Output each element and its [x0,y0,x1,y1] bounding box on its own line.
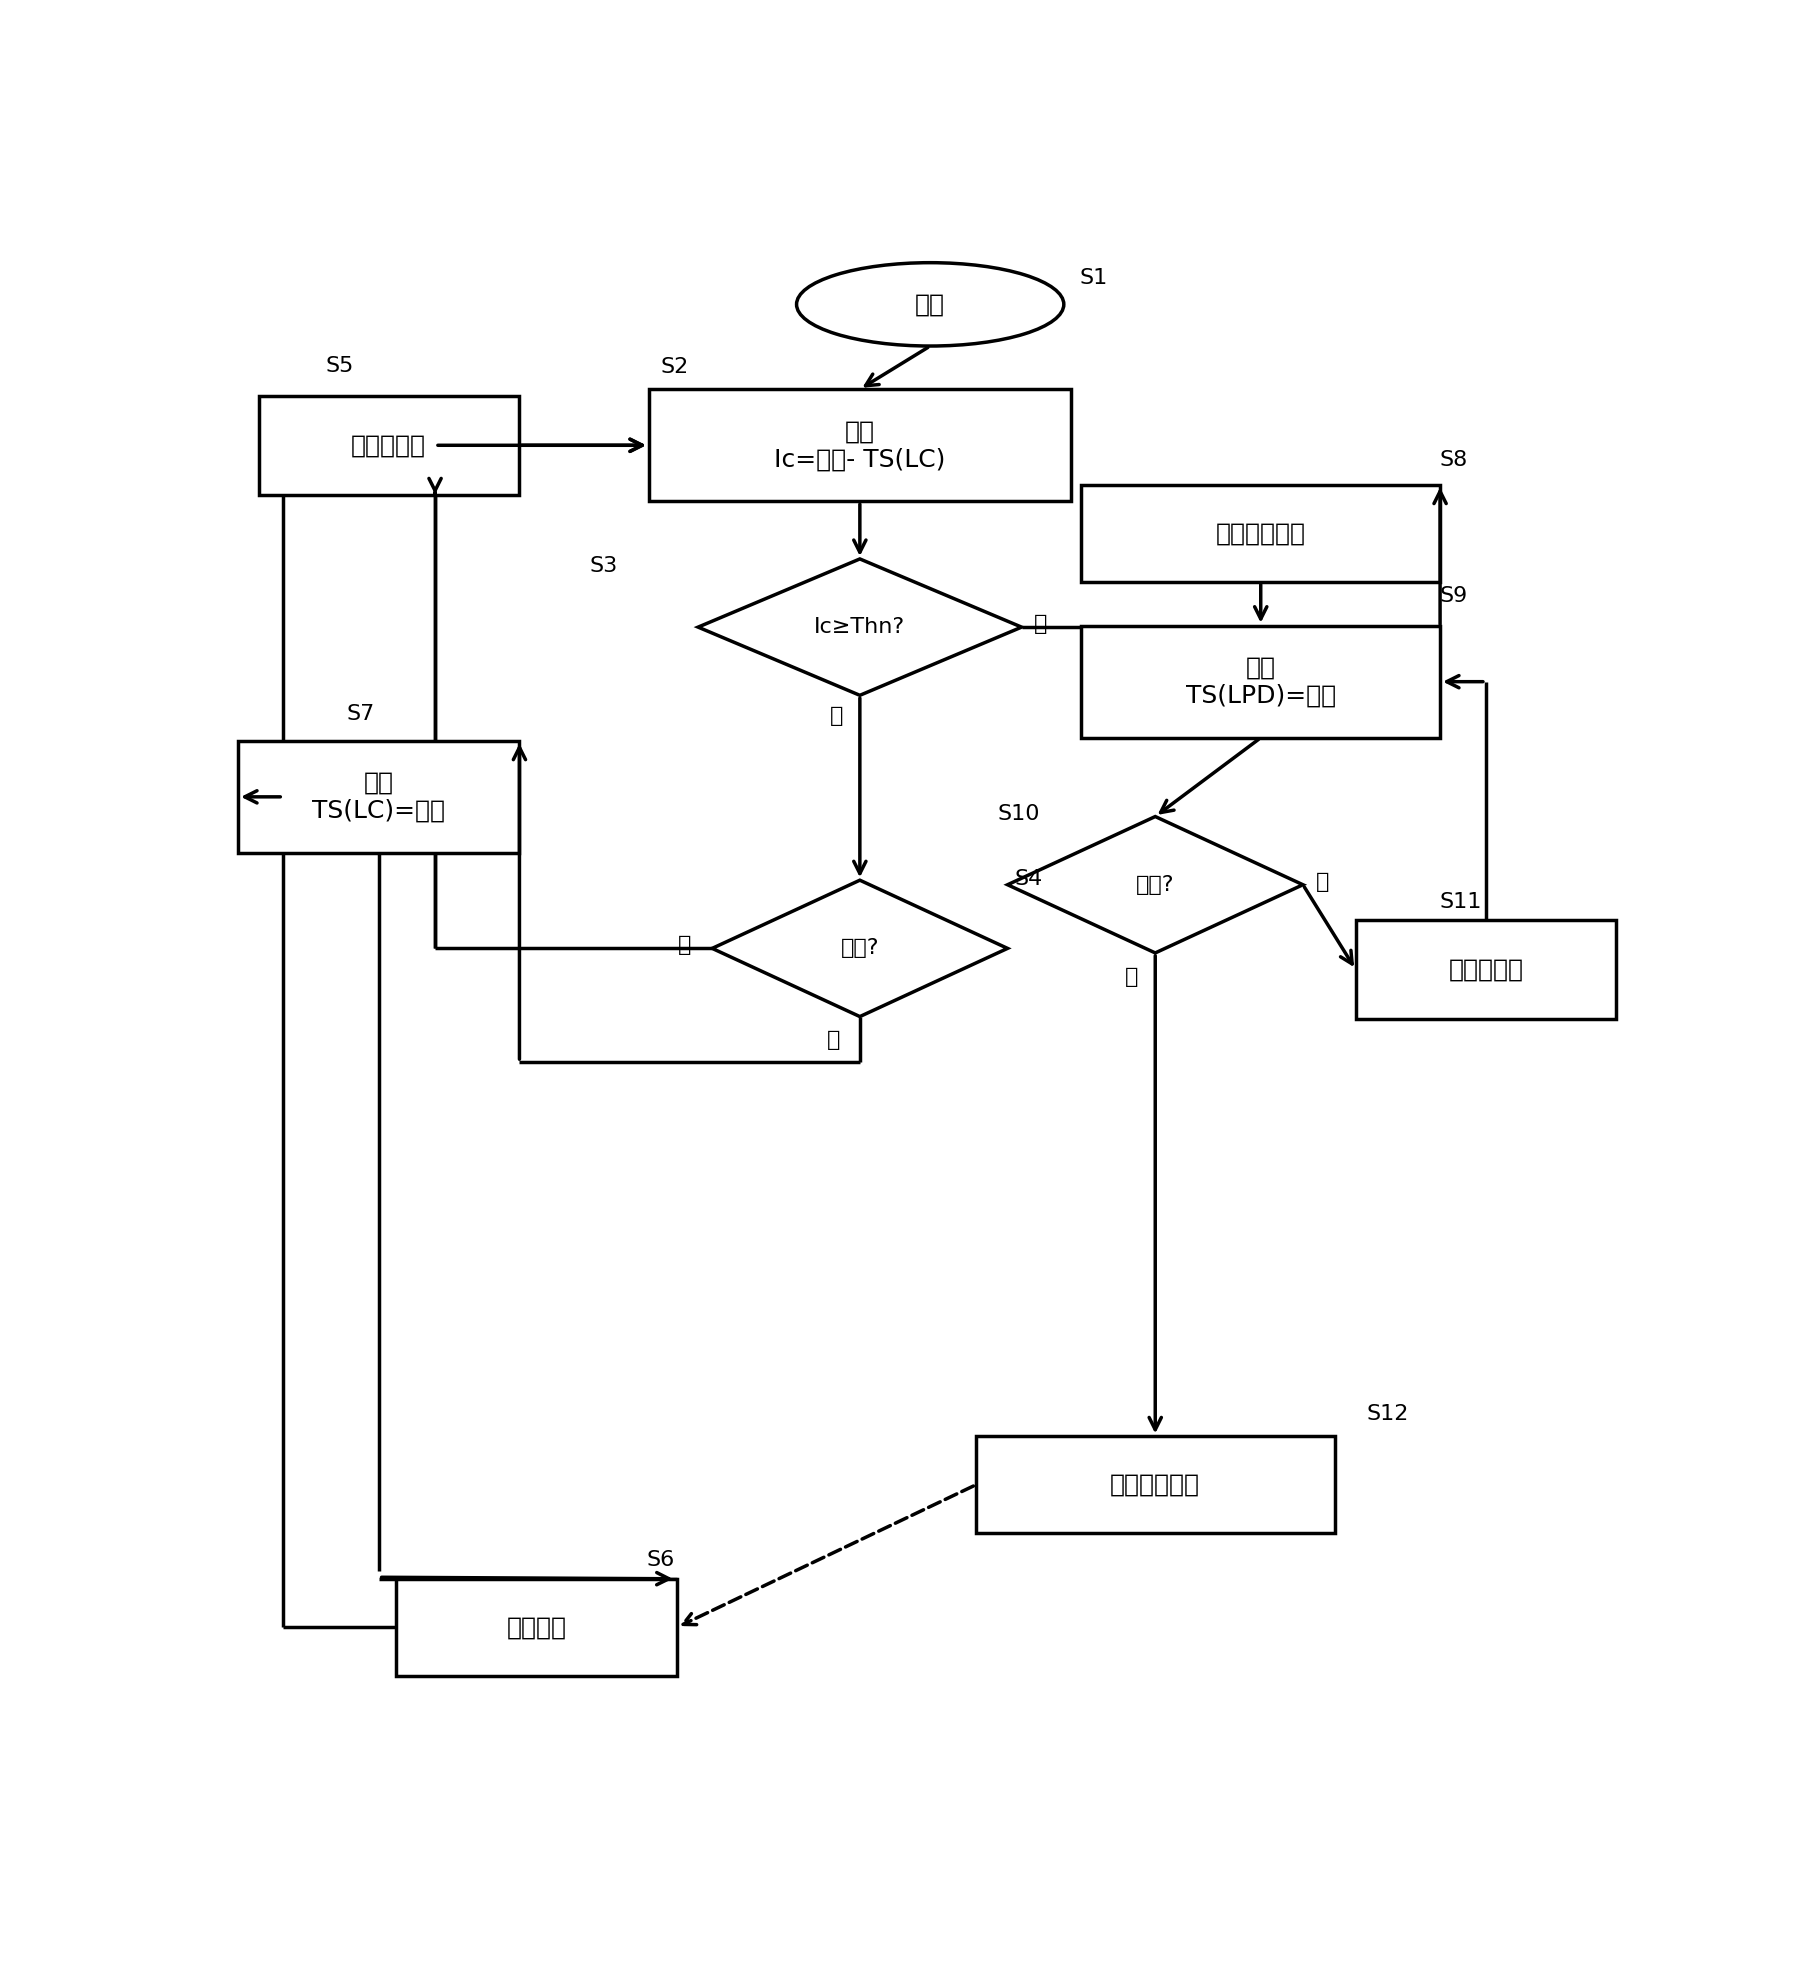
Bar [649,390,1070,502]
Bar [395,1578,677,1677]
Text: S4: S4 [1014,870,1043,890]
Text: 加电功能单元: 加电功能单元 [1110,1472,1199,1498]
Bar [1355,921,1614,1019]
Text: Ic≥Thn?: Ic≥Thn? [814,618,905,638]
Text: 递增计数器: 递增计数器 [350,433,426,457]
Bar [1081,484,1439,583]
Text: S1: S1 [1079,268,1107,287]
Text: S8: S8 [1439,449,1468,470]
Text: 调用?: 调用? [1136,874,1174,895]
Text: 是: 是 [1034,614,1047,634]
Text: 供电: 供电 [914,293,945,317]
Polygon shape [711,880,1007,1017]
Text: 设为
TS(LPD)=计数: 设为 TS(LPD)=计数 [1185,655,1335,708]
Text: S3: S3 [590,555,619,575]
Ellipse shape [796,262,1063,346]
Text: S5: S5 [325,356,354,376]
Text: S11: S11 [1439,892,1480,911]
Polygon shape [1007,817,1302,953]
Text: S7: S7 [346,705,374,724]
Text: 调整阈值: 调整阈值 [506,1616,566,1639]
Text: 递增计数器: 递增计数器 [1448,958,1522,982]
Text: 设定
Ic=计数- TS(LC): 设定 Ic=计数- TS(LC) [775,419,945,470]
Text: 否: 否 [1315,872,1328,892]
Bar [238,740,519,852]
Text: S2: S2 [660,356,688,378]
Text: S10: S10 [998,805,1039,825]
Text: 是: 是 [1125,966,1137,986]
Text: 否: 否 [677,935,691,954]
Text: 是: 是 [827,1029,840,1051]
Text: S6: S6 [646,1549,675,1570]
Bar [1081,626,1439,738]
Bar [976,1437,1333,1533]
Text: S9: S9 [1439,586,1468,606]
Text: S12: S12 [1366,1405,1408,1425]
Text: 禁用功能单元: 禁用功能单元 [1215,522,1304,545]
Text: 调用?: 调用? [840,939,878,958]
Text: 否: 否 [829,707,842,726]
Bar [258,396,519,494]
Polygon shape [698,559,1021,695]
Text: 设定
TS(LC)=计数: 设定 TS(LC)=计数 [312,771,444,823]
